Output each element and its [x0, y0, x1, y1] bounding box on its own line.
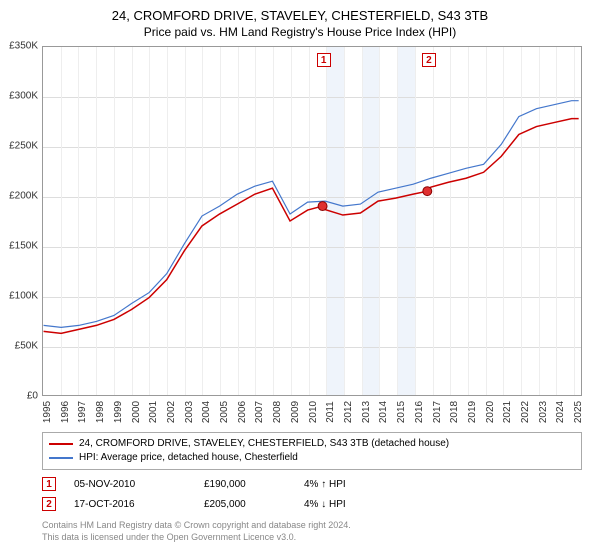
x-tick-label: 2013 [361, 401, 372, 423]
legend-swatch [49, 457, 73, 459]
y-tick-label: £0 [2, 391, 38, 402]
sale-row-marker: 1 [42, 477, 56, 491]
sale-marker-label: 1 [317, 53, 331, 67]
x-tick-label: 2019 [467, 401, 478, 423]
x-tick-label: 2004 [201, 401, 212, 423]
x-tick-label: 2001 [148, 401, 159, 423]
sale-vs-hpi: 4% ↓ HPI [304, 499, 404, 510]
x-tick-label: 2023 [538, 401, 549, 423]
sale-row: 1 05-NOV-2010£190,0004% ↑ HPI [42, 474, 582, 494]
y-tick-label: £250K [2, 141, 38, 152]
x-tick-label: 1999 [113, 401, 124, 423]
sale-row: 2 17-OCT-2016£205,0004% ↓ HPI [42, 494, 582, 514]
sale-row-marker: 2 [42, 497, 56, 511]
legend-row: 24, CROMFORD DRIVE, STAVELEY, CHESTERFIE… [49, 437, 575, 451]
x-tick-label: 2025 [573, 401, 584, 423]
y-tick-label: £200K [2, 191, 38, 202]
x-tick-label: 2020 [485, 401, 496, 423]
sale-point [318, 202, 327, 211]
x-tick-label: 1997 [77, 401, 88, 423]
legend-label: HPI: Average price, detached house, Ches… [79, 451, 298, 465]
legend-row: HPI: Average price, detached house, Ches… [49, 451, 575, 465]
series-line [44, 119, 579, 334]
x-tick-label: 2008 [272, 401, 283, 423]
x-tick-label: 1998 [95, 401, 106, 423]
plot-area: 12 [42, 46, 582, 396]
y-tick-label: £50K [2, 341, 38, 352]
sale-price: £205,000 [204, 499, 304, 510]
y-tick-label: £300K [2, 91, 38, 102]
y-tick-label: £100K [2, 291, 38, 302]
footer-attribution: Contains HM Land Registry data © Crown c… [42, 520, 351, 543]
x-tick-label: 2016 [414, 401, 425, 423]
x-tick-label: 2012 [343, 401, 354, 423]
x-tick-label: 1995 [42, 401, 53, 423]
sale-date: 17-OCT-2016 [74, 499, 204, 510]
x-tick-label: 2021 [502, 401, 513, 423]
x-tick-label: 2024 [555, 401, 566, 423]
x-tick-label: 2017 [432, 401, 443, 423]
x-tick-label: 2007 [254, 401, 265, 423]
x-tick-label: 2006 [237, 401, 248, 423]
series-line [44, 101, 579, 328]
x-tick-label: 2003 [184, 401, 195, 423]
x-tick-label: 1996 [60, 401, 71, 423]
sale-vs-hpi: 4% ↑ HPI [304, 479, 404, 490]
x-tick-label: 2010 [308, 401, 319, 423]
x-tick-label: 2002 [166, 401, 177, 423]
chart-subtitle: Price paid vs. HM Land Registry's House … [0, 25, 600, 43]
x-tick-label: 2000 [131, 401, 142, 423]
chart-container: 24, CROMFORD DRIVE, STAVELEY, CHESTERFIE… [0, 0, 600, 560]
legend-box: 24, CROMFORD DRIVE, STAVELEY, CHESTERFIE… [42, 432, 582, 470]
legend-label: 24, CROMFORD DRIVE, STAVELEY, CHESTERFIE… [79, 437, 449, 451]
x-tick-label: 2022 [520, 401, 531, 423]
y-tick-label: £150K [2, 241, 38, 252]
x-tick-label: 2018 [449, 401, 460, 423]
sale-point [423, 187, 432, 196]
x-tick-label: 2014 [378, 401, 389, 423]
sale-price: £190,000 [204, 479, 304, 490]
x-tick-label: 2009 [290, 401, 301, 423]
footer-line-2: This data is licensed under the Open Gov… [42, 532, 351, 544]
chart-title: 24, CROMFORD DRIVE, STAVELEY, CHESTERFIE… [0, 0, 600, 25]
line-layer [43, 47, 581, 395]
sales-table: 1 05-NOV-2010£190,0004% ↑ HPI 2 17-OCT-2016… [42, 474, 582, 514]
x-tick-label: 2005 [219, 401, 230, 423]
sale-date: 05-NOV-2010 [74, 479, 204, 490]
y-tick-label: £350K [2, 41, 38, 52]
x-tick-label: 2015 [396, 401, 407, 423]
legend-swatch [49, 443, 73, 445]
x-tick-label: 2011 [325, 401, 336, 423]
sale-marker-label: 2 [422, 53, 436, 67]
footer-line-1: Contains HM Land Registry data © Crown c… [42, 520, 351, 532]
